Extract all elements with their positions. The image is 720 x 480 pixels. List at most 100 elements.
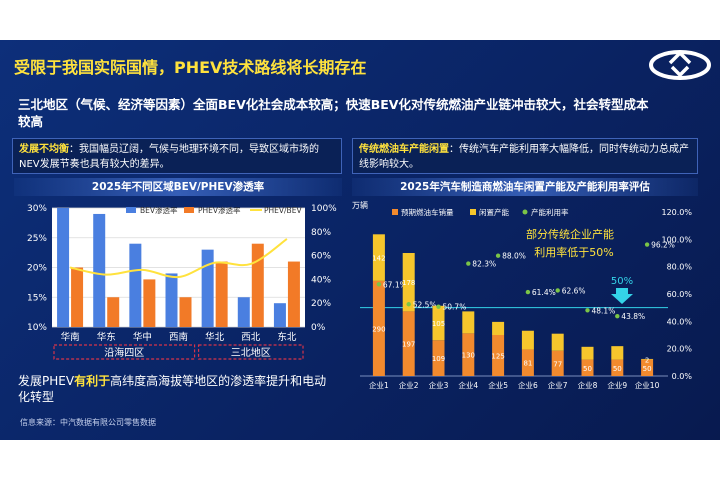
legend-swatch — [392, 209, 398, 215]
expected-sales-bar — [432, 340, 445, 376]
callout-uneven-development: 发展不均衡：我国幅员辽阔，气候与地理环境不同，导致区域市场的NEV发展节奏也具有… — [12, 138, 342, 174]
region-group-label: 沿海四区 — [104, 346, 144, 359]
utilization-label: 82.3% — [472, 260, 496, 269]
brand-logo — [649, 50, 711, 80]
idle-value-label: 142 — [372, 255, 385, 263]
unit-label: 万辆 — [352, 200, 368, 210]
idle-capacity-bar — [462, 311, 475, 334]
idle-capacity-bar — [581, 346, 594, 360]
utilization-point — [466, 261, 471, 266]
x-tick-label: 华东 — [97, 331, 116, 343]
idle-capacity-bar — [641, 358, 654, 360]
idle-capacity-bar — [611, 346, 624, 360]
bev-bar — [237, 297, 250, 327]
expected-sales-bar — [551, 350, 564, 376]
y-right-tick-label: 20.0% — [667, 345, 693, 354]
legend-swatch — [184, 207, 194, 213]
sales-value-label: 109 — [432, 355, 445, 363]
x-tick-label: 企业9 — [607, 380, 627, 390]
region-group-label: 三北地区 — [231, 346, 271, 359]
y-right-tick-label: 0.0% — [672, 372, 693, 381]
x-tick-label: 华北 — [205, 331, 225, 343]
x-tick-label: 东北 — [277, 331, 297, 343]
utilization-label: 67.1% — [383, 280, 407, 289]
y-right-tick-label: 100% — [311, 204, 337, 214]
bev-bar — [201, 249, 214, 327]
slide-subtitle: 三北地区（气候、经济等因素）全面BEV化社会成本较高；快速BEV化对传统燃油产业… — [18, 97, 649, 129]
callout-idle-capacity: 传统燃油车产能闲置：传统汽车产能利用率大幅降低，同时传统动力总成产线影响较大。 — [352, 138, 698, 174]
sales-value-label: 50 — [613, 365, 622, 373]
idle-value-label: 178 — [402, 279, 415, 287]
utilization-point — [406, 302, 411, 307]
y-left-tick-label: 10% — [27, 323, 47, 333]
y-left-tick-label: 15% — [27, 293, 47, 303]
utilization-point — [615, 313, 620, 319]
right-chart-title: 2025年汽车制造商燃油车闲置产能及产能利用率评估 — [352, 178, 698, 196]
legend-label: 产能利用率 — [531, 207, 569, 217]
sales-value-label: 50 — [583, 365, 592, 373]
legend-label: PHEV/BEV — [264, 206, 302, 215]
phev-bar — [179, 297, 192, 327]
idle-capacity-bar — [372, 234, 385, 281]
y-right-tick-label: 40% — [311, 275, 331, 285]
x-tick-label: 企业2 — [399, 380, 419, 390]
utilization-label: 52.5% — [413, 300, 437, 309]
utilization-point — [376, 282, 382, 287]
utilization-label: 62.6% — [562, 286, 586, 295]
idle-value-label: 105 — [432, 320, 445, 328]
y-right-tick-label: 120.0% — [661, 208, 692, 217]
source-note: 信息来源：中汽数据有限公司零售数据 — [20, 418, 156, 427]
expected-sales-bar — [492, 335, 505, 376]
sales-value-label: 81 — [523, 360, 532, 368]
idle-capacity-bar — [402, 253, 415, 312]
sales-value-label: 197 — [402, 341, 415, 349]
idle-capacity-bar — [492, 321, 505, 335]
x-tick-label: 企业4 — [458, 380, 478, 390]
sales-value-label: 125 — [491, 353, 504, 361]
left-note-suffix: 高纬度高海拔等地区的渗透率提升和电动化转型 — [18, 374, 327, 404]
utilization-point — [436, 304, 441, 309]
phev-bar — [71, 267, 84, 327]
x-tick-label: 企业8 — [578, 380, 598, 390]
utilization-point — [555, 288, 560, 293]
x-tick-label: 西北 — [241, 332, 261, 343]
expected-sales-bar — [402, 311, 415, 376]
legend-swatch — [126, 207, 136, 213]
sales-value-label: 290 — [372, 325, 385, 333]
sales-value-label: 77 — [553, 360, 562, 368]
idle-value-label: 2 — [645, 356, 649, 364]
callout-left-text: ：我国幅员辽阔，气候与地理环境不同，导致区域市场的NEV发展节奏也具有较大的差异… — [19, 144, 319, 170]
x-tick-label: 企业3 — [429, 380, 449, 390]
phev-bar — [107, 297, 120, 327]
y-right-tick-label: 80.0% — [667, 263, 693, 272]
phev-bar — [287, 261, 300, 327]
expected-sales-bar — [641, 359, 654, 376]
x-tick-label: 华南 — [61, 331, 80, 343]
utilization-label: 96.2% — [651, 241, 675, 250]
x-tick-label: 企业6 — [518, 380, 538, 390]
y-right-tick-label: 60.0% — [667, 290, 693, 299]
x-tick-label: 企业7 — [548, 380, 568, 390]
bev-bar — [165, 273, 178, 327]
down-arrow-icon — [611, 288, 633, 304]
legend-swatch — [470, 209, 476, 215]
annotation-line-2: 利用率低于50% — [534, 245, 613, 259]
y-right-tick-label: 100.0% — [661, 235, 692, 244]
expected-sales-bar — [372, 280, 385, 376]
y-left-tick-label: 25% — [27, 234, 47, 244]
phev-bar — [215, 261, 228, 327]
callout-right-lead: 传统燃油车产能闲置 — [359, 144, 449, 155]
callout-left-lead: 发展不均衡 — [19, 144, 69, 155]
utilization-point — [644, 242, 650, 247]
bev-bar — [273, 303, 286, 327]
idle-capacity-bar — [432, 305, 445, 341]
x-tick-label: 企业5 — [488, 380, 508, 390]
idle-capacity-bar — [521, 330, 534, 350]
y-right-tick-label: 80% — [311, 228, 331, 238]
x-tick-label: 华中 — [133, 331, 152, 343]
y-left-tick-label: 20% — [27, 264, 47, 274]
utilization-point — [495, 253, 501, 258]
sales-value-label: 130 — [462, 352, 475, 360]
legend-label: BEV渗透率 — [140, 205, 178, 215]
left-note: 发展PHEV有利于高纬度高海拔等地区的渗透率提升和电动化转型 — [18, 373, 338, 405]
